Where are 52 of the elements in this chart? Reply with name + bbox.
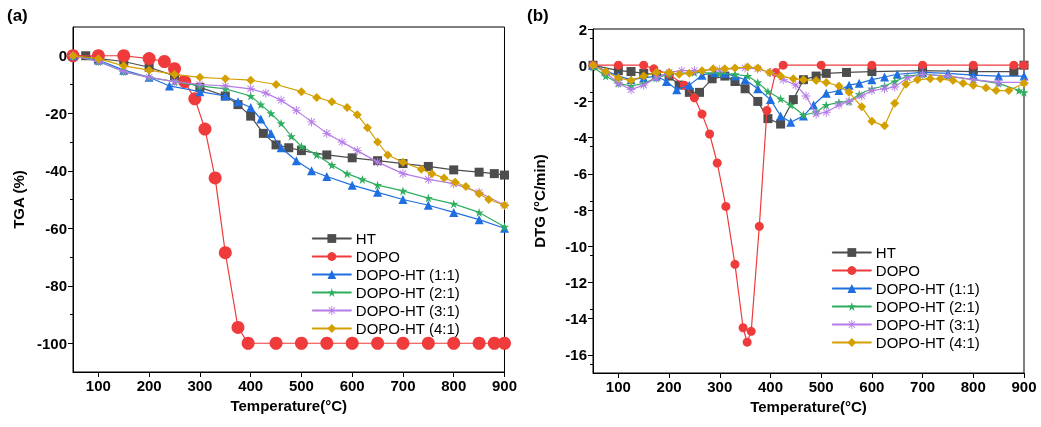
legend-label: DOPO-HT (2:1) bbox=[355, 284, 460, 301]
chart-title: (b) bbox=[527, 6, 549, 25]
y-tick-label: 0 bbox=[578, 56, 587, 74]
x-axis-title: Temperature(°C) bbox=[230, 396, 348, 414]
y-axis-title: DTG (°C/min) bbox=[531, 154, 548, 248]
y-tick-label: -60 bbox=[45, 219, 67, 237]
x-tick-label: 600 bbox=[339, 377, 365, 394]
legend-label: DOPO-HT (4:1) bbox=[875, 334, 980, 351]
y-tick-label: -8 bbox=[573, 201, 587, 219]
y-tick-label: -40 bbox=[45, 162, 67, 180]
x-tick-label: 300 bbox=[707, 378, 733, 395]
legend-label: DOPO-HT (1:1) bbox=[875, 280, 980, 297]
x-tick-label: 800 bbox=[441, 377, 467, 394]
legend-label: DOPO-HT (3:1) bbox=[875, 316, 980, 333]
y-tick-label: -12 bbox=[565, 273, 587, 291]
x-tick-label: 300 bbox=[187, 377, 213, 394]
legend-label: DOPO bbox=[875, 262, 921, 279]
y-tick-label: 0 bbox=[58, 47, 67, 65]
y-tick-label: 2 bbox=[578, 20, 587, 38]
legend-label: DOPO bbox=[355, 248, 401, 265]
y-tick-label: -16 bbox=[565, 346, 587, 364]
legend-label: DOPO-HT (3:1) bbox=[355, 302, 460, 319]
x-tick-label: 400 bbox=[238, 377, 264, 394]
y-tick-label: -80 bbox=[45, 277, 67, 295]
legend-label: DOPO-HT (1:1) bbox=[355, 266, 460, 283]
y-tick-label: -20 bbox=[45, 104, 67, 122]
x-tick-label: 900 bbox=[1011, 378, 1037, 395]
x-tick-label: 600 bbox=[859, 378, 885, 395]
y-tick-label: -2 bbox=[573, 92, 587, 110]
x-tick-label: 800 bbox=[960, 378, 986, 395]
x-tick-label: 500 bbox=[808, 378, 834, 395]
y-tick-label: -6 bbox=[573, 165, 587, 183]
x-tick-label: 700 bbox=[910, 378, 936, 395]
x-tick-label: 100 bbox=[85, 377, 111, 394]
legend-label: DOPO-HT (2:1) bbox=[875, 298, 980, 315]
x-tick-label: 100 bbox=[605, 378, 631, 395]
x-tick-label: 400 bbox=[757, 378, 783, 395]
x-tick-label: 700 bbox=[390, 377, 416, 394]
y-tick-label: -14 bbox=[565, 310, 588, 328]
chart-title: (a) bbox=[7, 6, 28, 25]
y-tick-label: -4 bbox=[573, 129, 588, 147]
x-tick-label: 200 bbox=[656, 378, 682, 395]
x-tick-label: 500 bbox=[288, 377, 314, 394]
legend-label: DOPO-HT (4:1) bbox=[355, 320, 460, 337]
x-tick-label: 200 bbox=[136, 377, 162, 394]
x-axis-title: Temperature(°C) bbox=[750, 397, 867, 415]
x-tick-label: 900 bbox=[491, 377, 517, 394]
legend-label: HT bbox=[355, 230, 376, 247]
y-axis-title: TGA (%) bbox=[10, 170, 28, 229]
legend-label: HT bbox=[875, 244, 896, 261]
y-tick-label: -10 bbox=[565, 237, 587, 255]
y-tick-label: -100 bbox=[36, 334, 67, 352]
